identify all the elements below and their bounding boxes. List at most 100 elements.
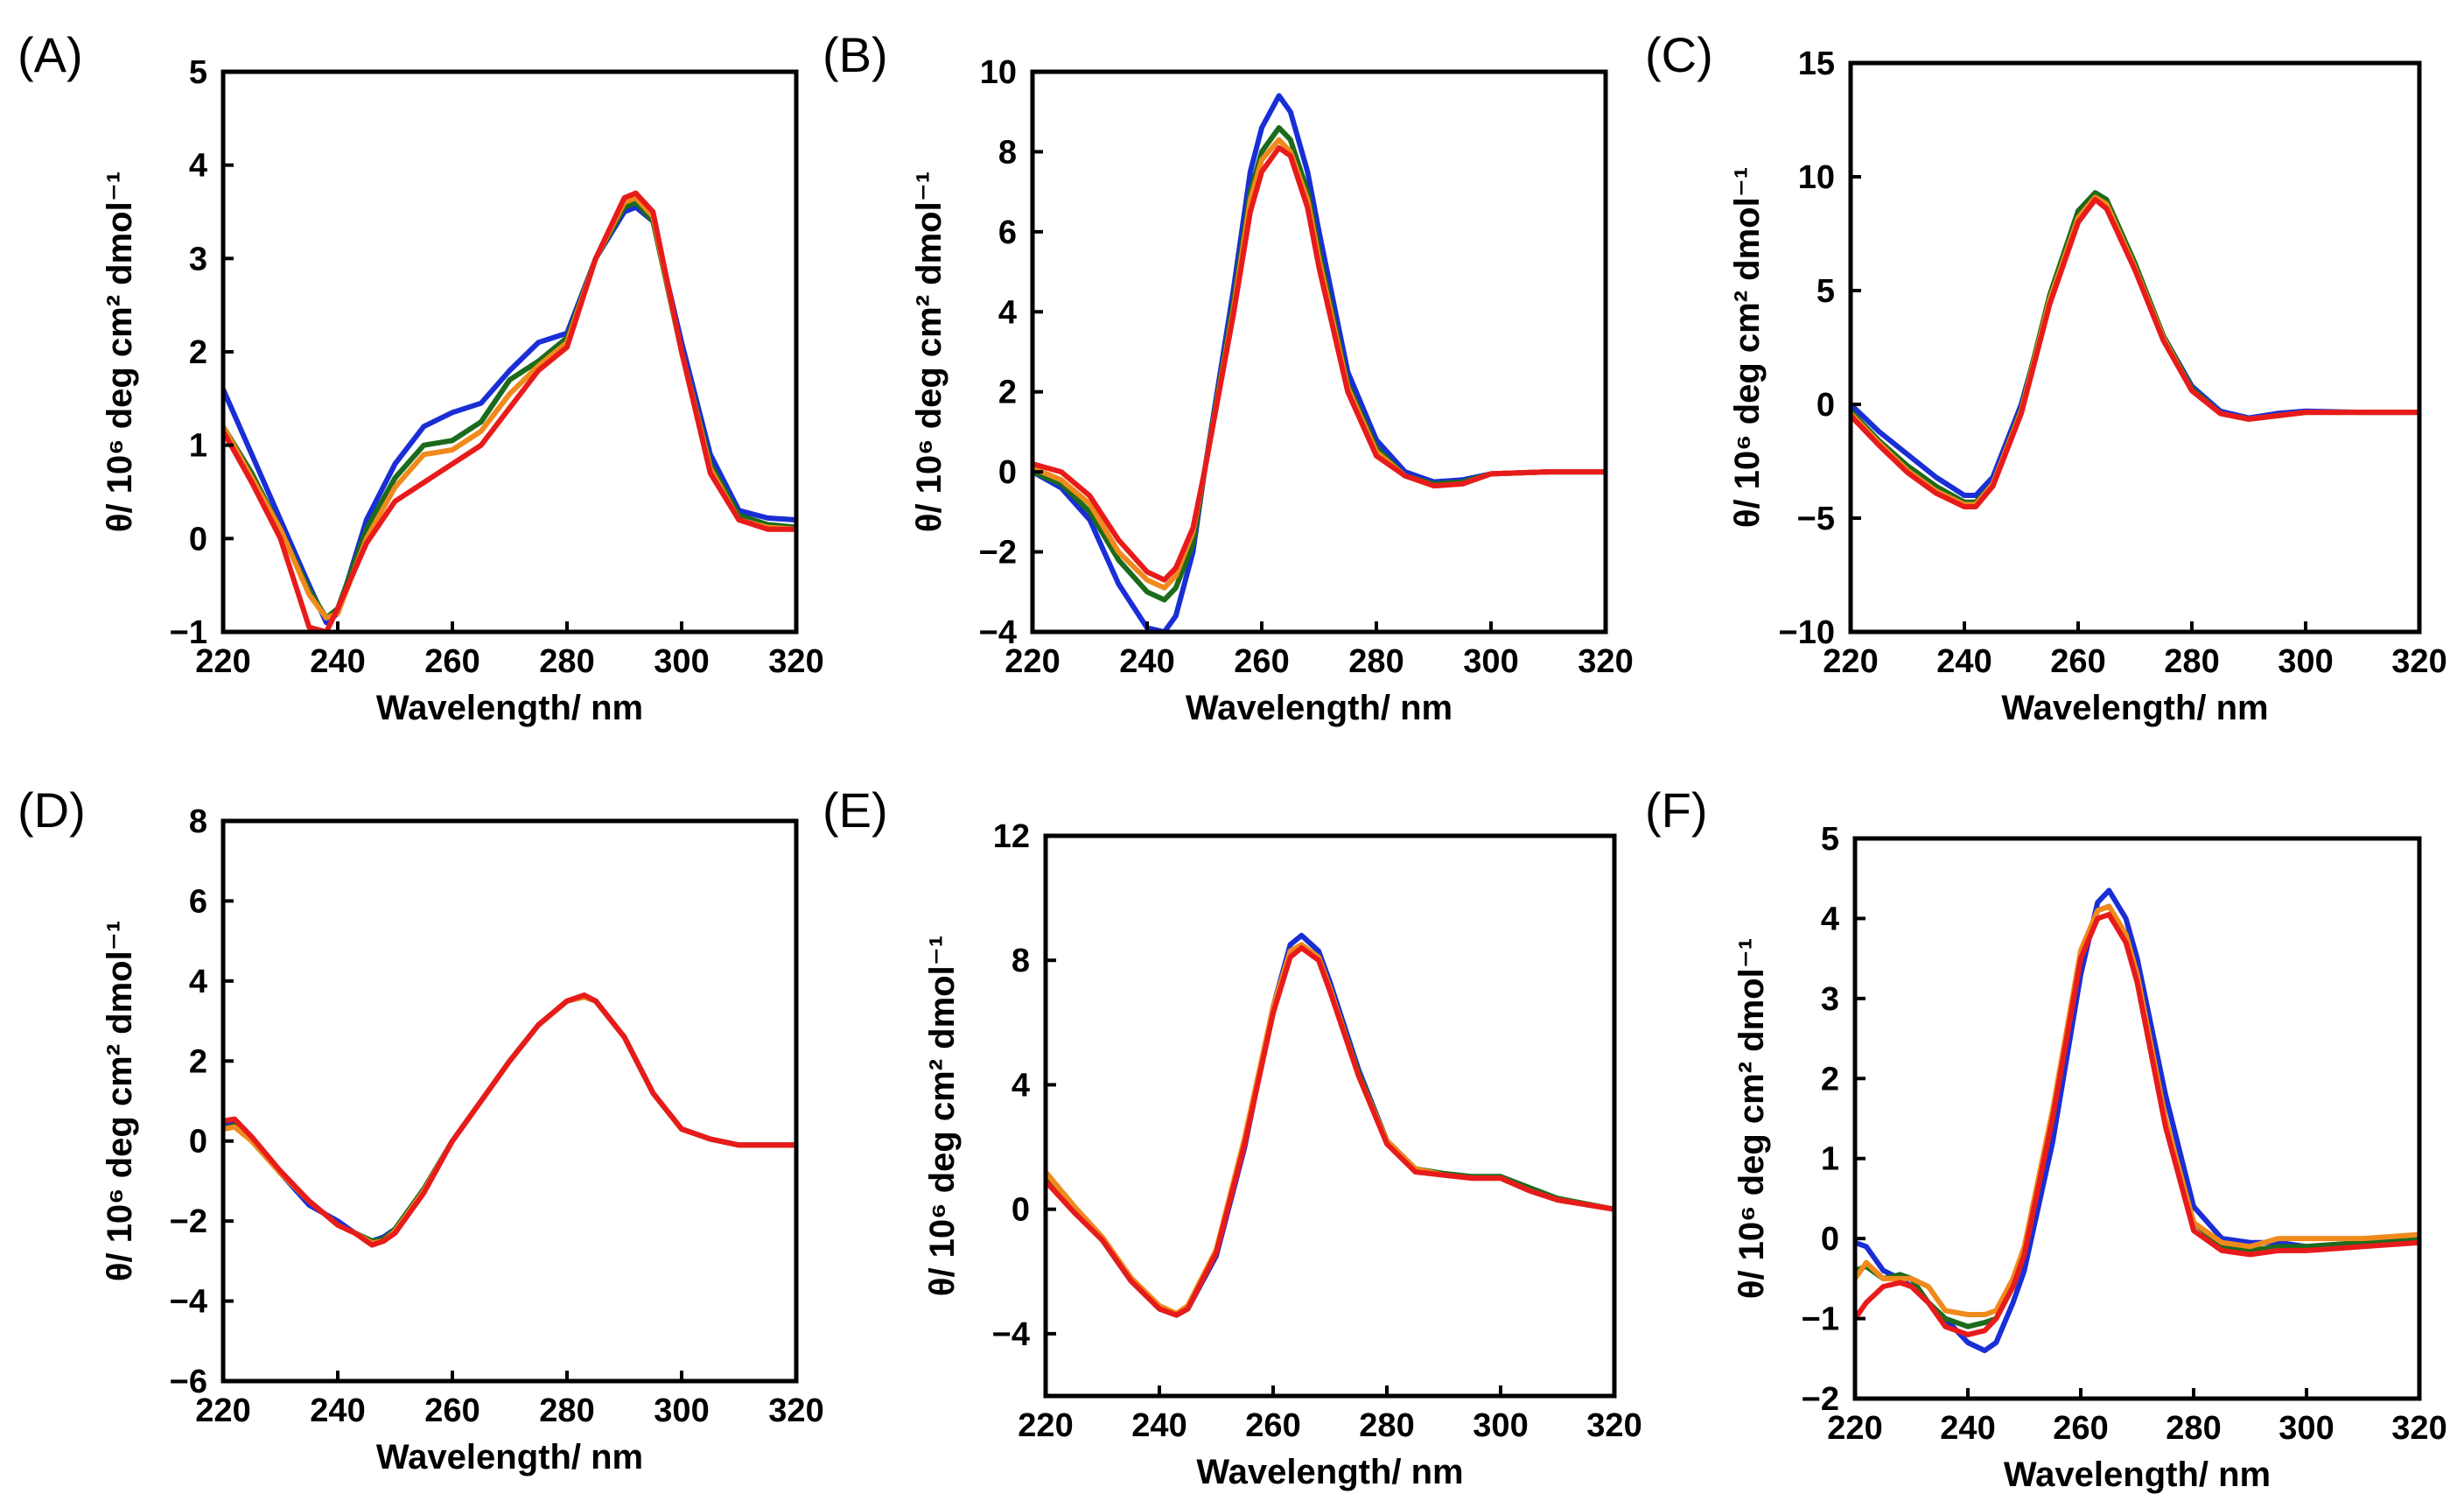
x-tick-label: 240 [310, 643, 365, 680]
chart-panel-6: (F) 220 240 260 280 300 320 −2 −1 0 1 2 3 4 5 Wavelengt… [1645, 782, 2447, 1494]
x-tick-label: 260 [424, 1392, 480, 1429]
y-tick-label: 2 [1821, 1061, 1839, 1098]
x-tick-label: 240 [1131, 1407, 1186, 1444]
y-tick-label: −5 [1797, 501, 1835, 537]
series-line-green [1851, 190, 2419, 505]
y-tick-label: 4 [998, 294, 1017, 331]
plot-frame [1852, 836, 2422, 1401]
y-tick-label: 2 [189, 1043, 207, 1080]
series-line-green [1032, 125, 1606, 603]
panel-label: (D) [18, 782, 86, 838]
x-tick-label: 320 [2391, 643, 2446, 680]
x-tick-label: 280 [539, 643, 594, 680]
y-tick-label: 0 [998, 454, 1017, 491]
series-line-green [1046, 942, 1614, 1318]
x-tick-label: 260 [1234, 643, 1289, 680]
x-tick-label: 320 [1586, 1407, 1642, 1444]
chart-panel-5: (E) 220 240 260 280 300 320 −4 0 4 8 12 Wavelength/ … [822, 782, 1642, 1491]
chart-panel-3: (C) 220 240 260 280 300 320 −10 −5 0 5 10 15 Waveleng… [1645, 27, 2447, 727]
y-tick-label: 3 [189, 241, 207, 277]
x-tick-label: 300 [654, 1392, 709, 1429]
chart-panel-1: (A) 220 240 260 280 300 320 −1 0 1 2 3 4 5 Wavelength/… [18, 27, 824, 727]
x-tick-label: 220 [1823, 643, 1878, 680]
y-tick-label: 8 [998, 134, 1017, 171]
panel-label: (E) [822, 782, 888, 838]
y-axis-title: θ/ 10⁶ deg cm² dmol⁻¹ [101, 172, 139, 532]
series-line-red [1046, 945, 1614, 1318]
y-tick-label: 5 [1816, 273, 1835, 310]
x-tick-label: 280 [1348, 643, 1404, 680]
y-tick-label: 0 [1821, 1221, 1839, 1258]
x-tick-label: 320 [768, 1392, 823, 1429]
plot-frame [220, 818, 799, 1384]
series-group [223, 992, 796, 1248]
series-line-red [1851, 197, 2419, 509]
x-tick-label: 280 [539, 1392, 594, 1429]
y-tick-label: 0 [1816, 387, 1835, 424]
series-line-orange [1855, 903, 2419, 1317]
x-tick-label: 280 [2164, 643, 2219, 680]
y-tick-label: 1 [1821, 1141, 1839, 1178]
x-axis-title: Wavelength/ nm [376, 689, 643, 727]
y-tick-label: 4 [189, 148, 207, 185]
y-tick-label: 8 [189, 803, 207, 840]
series-line-orange [1046, 942, 1614, 1316]
x-tick-label: 260 [424, 643, 480, 680]
series-group [1032, 93, 1606, 632]
x-tick-label: 260 [2050, 643, 2105, 680]
series-line-orange [1032, 137, 1606, 591]
y-tick-label: 6 [189, 883, 207, 920]
x-axis-title: Wavelength/ nm [1186, 689, 1452, 727]
y-tick-label: 2 [998, 375, 1017, 411]
x-tick-label: 300 [1473, 1407, 1528, 1444]
y-axis-title: θ/ 10⁶ deg cm² dmol⁻¹ [101, 921, 139, 1281]
series-line-red [1855, 911, 2419, 1337]
x-tick-label: 260 [1245, 1407, 1300, 1444]
plot-frame [1030, 69, 1608, 635]
x-tick-label: 280 [2166, 1410, 2221, 1447]
x-tick-label: 220 [1827, 1410, 1882, 1447]
x-tick-label: 220 [1004, 643, 1060, 680]
x-tick-label: 220 [195, 1392, 250, 1429]
series-group [1855, 887, 2419, 1354]
y-tick-label: −1 [170, 614, 207, 651]
y-tick-label: 4 [189, 964, 207, 1000]
y-tick-label: 2 [189, 334, 207, 371]
y-tick-label: −10 [1779, 614, 1835, 651]
panel-label: (C) [1645, 27, 1713, 82]
y-tick-label: 6 [998, 214, 1017, 251]
y-tick-label: 3 [1821, 981, 1839, 1018]
y-tick-label: 4 [1012, 1067, 1030, 1104]
x-tick-label: 240 [1940, 1410, 1995, 1447]
x-axis-title: Wavelength/ nm [1196, 1453, 1463, 1491]
x-tick-label: 320 [768, 643, 823, 680]
y-tick-label: −6 [170, 1364, 207, 1400]
y-tick-label: −2 [1802, 1381, 1839, 1418]
series-group [1046, 932, 1614, 1318]
x-tick-label: 320 [1578, 643, 1633, 680]
y-tick-label: 1 [189, 428, 207, 465]
y-axis-title: θ/ 10⁶ deg cm² dmol⁻¹ [1732, 938, 1771, 1299]
x-tick-label: 240 [1119, 643, 1174, 680]
y-tick-label: 10 [1798, 159, 1835, 196]
panel-label: (B) [822, 27, 888, 82]
series-line-blue [1855, 887, 2419, 1354]
y-tick-label: 15 [1798, 46, 1835, 82]
x-tick-label: 260 [2053, 1410, 2108, 1447]
series-group [223, 190, 796, 632]
x-tick-label: 240 [1936, 643, 1992, 680]
y-axis-title: θ/ 10⁶ deg cm² dmol⁻¹ [910, 172, 948, 532]
x-tick-label: 320 [2391, 1410, 2446, 1447]
x-tick-label: 280 [1359, 1407, 1414, 1444]
x-tick-label: 300 [2278, 1410, 2334, 1447]
chart-panel-4: (D) 220 240 260 280 300 320 −6 −4 −2 0 2 4 6 8 Waveleng… [18, 782, 824, 1476]
x-tick-label: 300 [654, 643, 709, 680]
series-line-red [1032, 144, 1606, 583]
series-line-orange [1851, 194, 2419, 508]
y-tick-label: −2 [170, 1203, 207, 1240]
chart-panel-2: (B) 220 240 260 280 300 320 −4 −2 0 2 4 6 8 10 Waveleng… [822, 27, 1634, 727]
x-axis-title: Wavelength/ nm [2001, 689, 2268, 727]
y-tick-label: 12 [993, 818, 1030, 855]
panel-label: (A) [18, 27, 83, 82]
